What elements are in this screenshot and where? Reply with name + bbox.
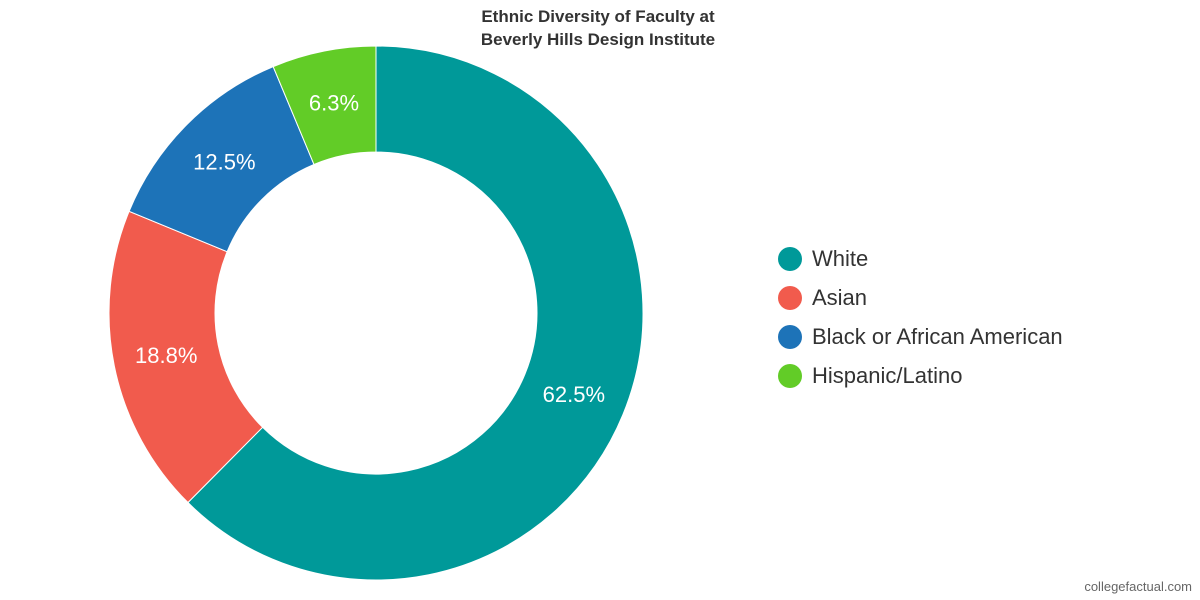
- data-label-asian: 18.8%: [135, 343, 197, 368]
- slice-hispanic-latino[interactable]: [272, 45, 377, 166]
- legend-item-white[interactable]: White: [778, 239, 1178, 278]
- legend-swatch-hispanic-latino: [778, 363, 802, 388]
- data-label-hispanic-latino: 6.3%: [309, 91, 359, 116]
- legend-item-asian[interactable]: Asian: [778, 278, 1178, 317]
- chart-title-line-1: Ethnic Diversity of Faculty at: [481, 7, 715, 26]
- slice-asian[interactable]: [108, 210, 264, 504]
- legend-swatch-white: [778, 246, 802, 271]
- legend-swatch-asian: [778, 285, 802, 310]
- chart-legend: White Asian Black or African American Hi…: [778, 239, 1178, 395]
- credit-text: collegefactual.com: [1084, 579, 1192, 594]
- legend-label-black-or-african-american: Black or African American: [812, 323, 1063, 349]
- slice-white[interactable]: [187, 45, 644, 581]
- chart-title-line-2: Beverly Hills Design Institute: [480, 30, 716, 49]
- data-label-black-or-african-american: 12.5%: [193, 150, 255, 175]
- chart-title: Ethnic Diversity of Faculty at Beverly H…: [298, 5, 898, 51]
- legend-label-hispanic-latino: Hispanic/Latino: [812, 362, 963, 388]
- legend-item-hispanic-latino[interactable]: Hispanic/Latino: [778, 356, 1178, 395]
- data-label-white: 62.5%: [543, 382, 605, 407]
- legend-item-black-or-african-american[interactable]: Black or African American: [778, 317, 1178, 356]
- legend-swatch-black-or-african-american: [778, 324, 802, 349]
- legend-label-white: White: [812, 245, 869, 271]
- legend-label-asian: Asian: [812, 284, 868, 310]
